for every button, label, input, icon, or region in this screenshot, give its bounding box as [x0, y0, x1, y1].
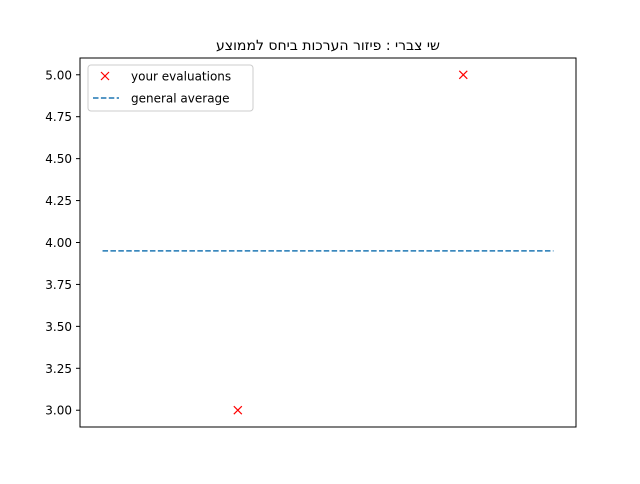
legend: your evaluations general average [87, 64, 254, 112]
legend-label: general average [131, 92, 230, 106]
legend-label: your evaluations [131, 70, 231, 84]
evaluation-marker [233, 405, 243, 415]
y-tick-label: 4.25 [45, 194, 72, 208]
y-axis: 3.00 3.25 3.50 3.75 4.00 4.25 4.50 4.75 5.00 [45, 68, 80, 418]
series-layer [102, 70, 554, 415]
y-tick-label: 4.75 [45, 110, 72, 124]
y-tick-label: 4.50 [45, 152, 72, 166]
chart-title: שי צברי : פיזור הערכות ביחס לממוצע [216, 38, 440, 54]
y-tick-label: 3.25 [45, 362, 72, 376]
y-tick-label: 3.50 [45, 320, 72, 334]
y-tick-label: 3.75 [45, 278, 72, 292]
y-tick-label: 5.00 [45, 68, 72, 82]
legend-box [87, 64, 254, 112]
legend-marker-x [100, 71, 110, 81]
y-tick-label: 3.00 [45, 404, 72, 418]
evaluation-marker [458, 70, 468, 80]
plot-frame [79, 57, 577, 428]
y-tick-label: 4.00 [45, 236, 72, 250]
